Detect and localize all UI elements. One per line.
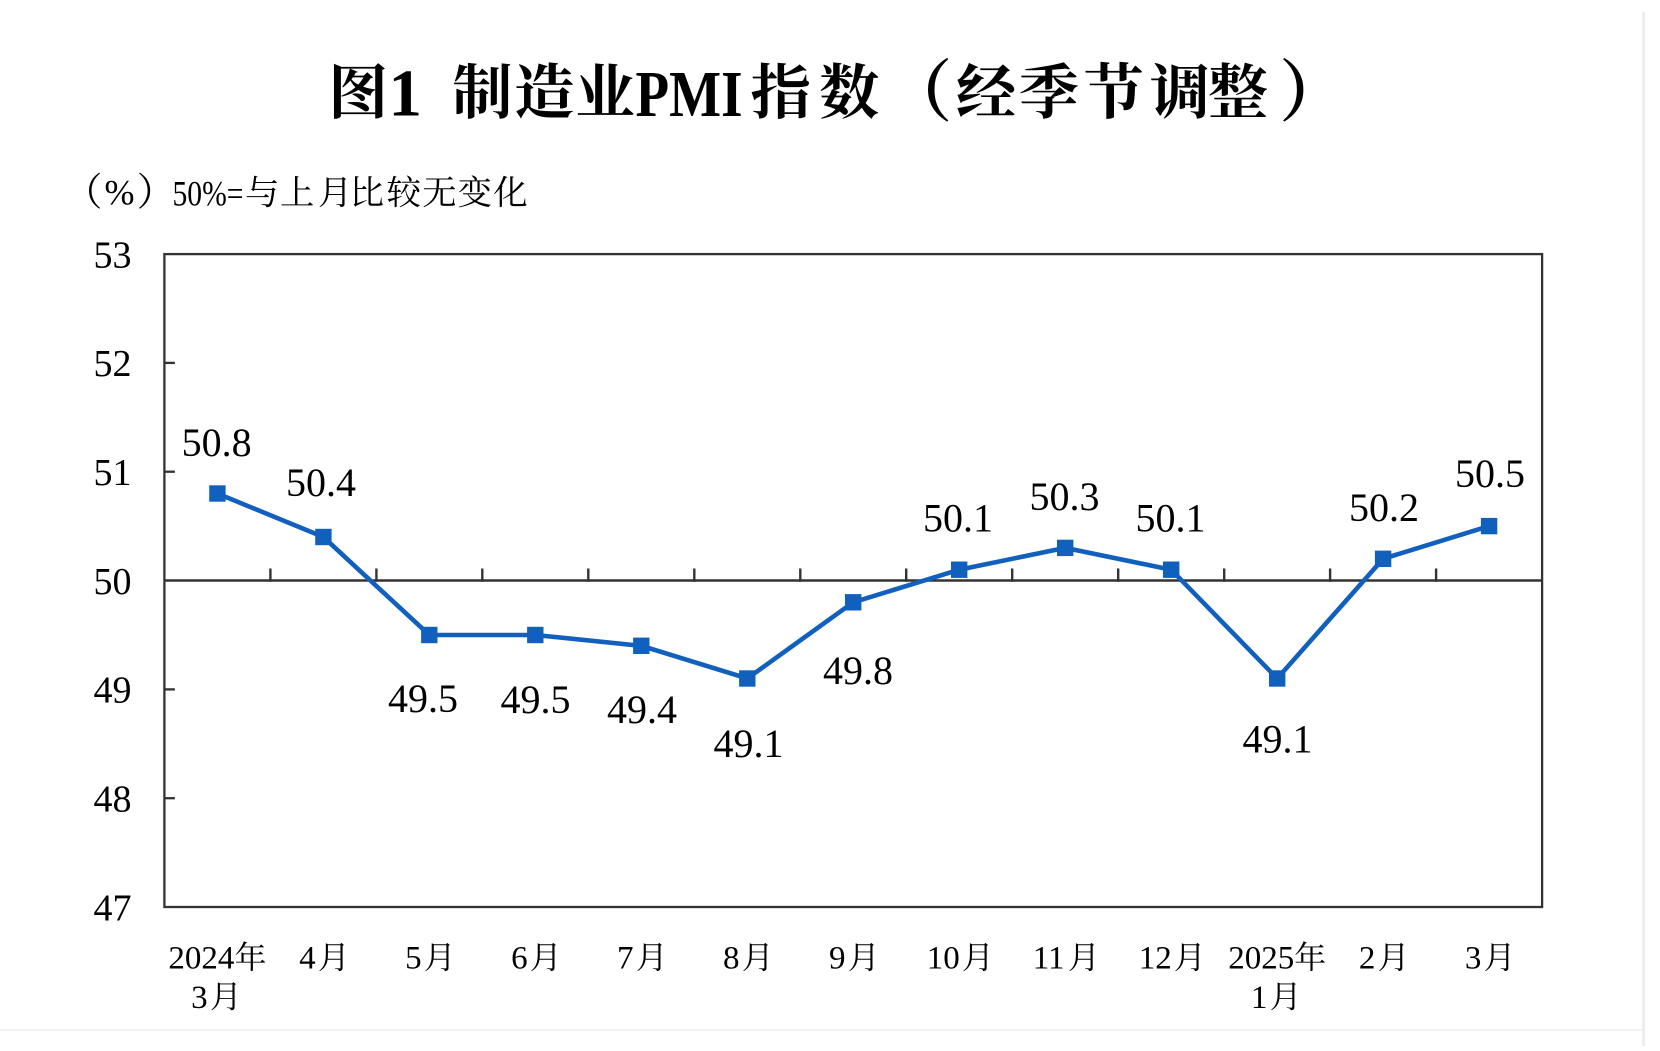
svg-text:PMI: PMI xyxy=(636,58,743,131)
svg-text:2024: 2024 xyxy=(168,941,234,977)
svg-text:50%=: 50%= xyxy=(173,174,244,214)
svg-text:50.8: 50.8 xyxy=(182,420,252,465)
svg-text:3: 3 xyxy=(191,980,208,1016)
svg-text:4: 4 xyxy=(299,941,316,977)
svg-text:50: 50 xyxy=(94,561,132,603)
svg-text:11: 11 xyxy=(1033,941,1065,977)
svg-text:50.3: 50.3 xyxy=(1030,474,1100,519)
svg-text:50.4: 50.4 xyxy=(286,460,356,505)
svg-text:49.1: 49.1 xyxy=(714,721,784,766)
svg-text:6: 6 xyxy=(511,941,527,977)
svg-text:53: 53 xyxy=(94,234,132,276)
svg-text:7: 7 xyxy=(617,941,634,977)
svg-text:12: 12 xyxy=(1139,941,1172,977)
svg-text:10: 10 xyxy=(927,941,960,977)
svg-text:49.4: 49.4 xyxy=(607,687,677,732)
svg-text:49.5: 49.5 xyxy=(388,676,458,721)
svg-text:48: 48 xyxy=(94,779,132,821)
svg-text:50.2: 50.2 xyxy=(1349,485,1419,530)
svg-text:52: 52 xyxy=(94,343,132,385)
svg-text:3: 3 xyxy=(1465,941,1482,977)
svg-text:2025: 2025 xyxy=(1228,941,1294,977)
svg-text:49.8: 49.8 xyxy=(823,648,893,693)
svg-text:2: 2 xyxy=(1359,941,1376,977)
svg-text:5: 5 xyxy=(405,941,422,977)
svg-text:%: % xyxy=(105,173,135,213)
svg-text:50.1: 50.1 xyxy=(923,496,993,541)
svg-text:47: 47 xyxy=(94,887,132,929)
svg-text:9: 9 xyxy=(829,941,846,977)
svg-text:50.1: 50.1 xyxy=(1136,496,1206,541)
svg-text:1: 1 xyxy=(389,57,423,131)
svg-text:51: 51 xyxy=(94,452,132,494)
svg-text:49.5: 49.5 xyxy=(501,677,571,722)
svg-text:50.5: 50.5 xyxy=(1455,451,1525,496)
svg-text:8: 8 xyxy=(723,941,740,977)
svg-text:49: 49 xyxy=(94,670,132,712)
svg-text:49.1: 49.1 xyxy=(1243,717,1313,762)
svg-text:1: 1 xyxy=(1251,980,1268,1016)
